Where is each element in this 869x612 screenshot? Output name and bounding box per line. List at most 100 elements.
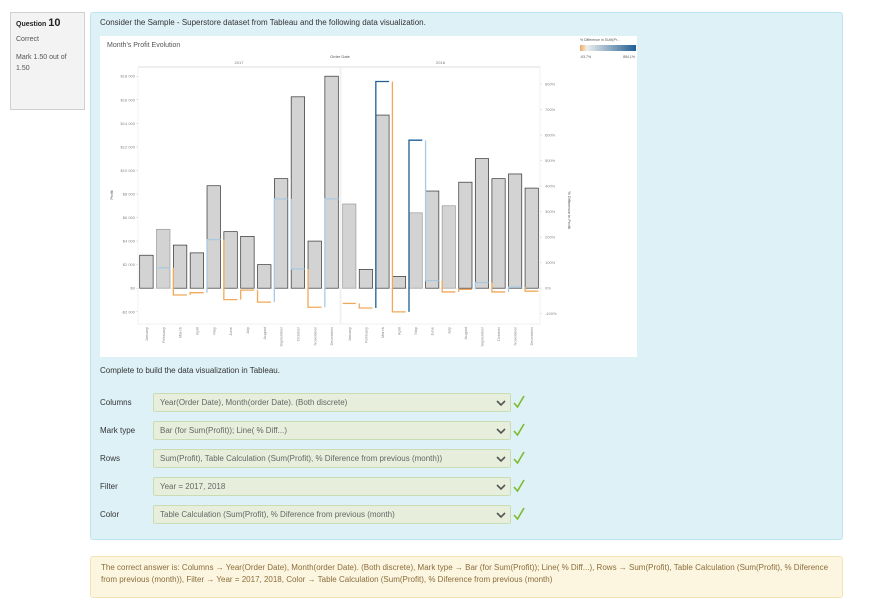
x-tick-label: February	[363, 327, 368, 343]
bar	[257, 264, 272, 289]
answer-value: Year(Order Date), Month(order Date). (Bo…	[160, 398, 348, 407]
x-tick-label: April	[194, 327, 199, 335]
bar	[240, 236, 255, 289]
x-tick-label: July	[446, 327, 451, 334]
diff-line	[474, 281, 489, 290]
chart: Month's Profit Evolution Order Date 2017 2…	[100, 36, 637, 357]
x-tick-label: June	[430, 326, 435, 335]
question-number: 10	[48, 17, 61, 29]
answer-select[interactable]: Bar (for Sum(Profit)); Line( % Diff...)	[153, 421, 511, 440]
bar	[342, 203, 357, 289]
y2-tick-label: 500%	[545, 158, 556, 163]
diff-line	[375, 80, 390, 309]
check	[513, 479, 525, 493]
y2-tick-label: 100%	[545, 260, 556, 265]
diff-line	[458, 288, 473, 292]
diff-line	[524, 287, 539, 292]
y-tick-label: $8 000	[123, 191, 136, 196]
x-tick-label: December	[329, 326, 334, 345]
legend-title: % Difference in SUM(Pr...	[580, 38, 620, 42]
year-header: 2017	[235, 60, 245, 65]
diff-line	[240, 289, 255, 300]
y-tick-label: $4 000	[123, 239, 136, 244]
y2-tick-label: 800%	[545, 82, 556, 87]
bar	[425, 190, 440, 289]
legend-max: 854.1%	[623, 55, 635, 59]
answer-select[interactable]: Year(Order Date), Month(order Date). (Bo…	[153, 393, 511, 412]
x-tick-label: February	[161, 327, 166, 343]
answer-select[interactable]: Sum(Profit), Table Calculation (Sum(Prof…	[153, 449, 511, 468]
bar	[474, 158, 489, 289]
x-tick-label: November	[312, 326, 317, 345]
y2-tick-label: 700%	[545, 107, 556, 112]
check	[513, 507, 525, 521]
check-icon	[513, 451, 525, 470]
check-icon	[513, 507, 525, 526]
y-tick-label: $12 000	[121, 144, 136, 149]
check	[513, 395, 525, 409]
diff-line	[172, 267, 187, 296]
diff-line	[223, 239, 238, 301]
diff-line	[408, 139, 423, 312]
bar	[156, 228, 171, 289]
instruction: Complete to build the data visualization…	[100, 366, 280, 375]
x-tick-label: March	[380, 327, 385, 338]
chart-title: Month's Profit Evolution	[107, 42, 180, 49]
y-tick-label: $18 000	[121, 74, 136, 79]
question-mark: Mark 1.50 out of 1.50	[16, 54, 67, 72]
bar	[358, 269, 373, 289]
x-tick-label: January	[144, 327, 149, 341]
y2-tick-label: 300%	[545, 209, 556, 214]
bar	[307, 240, 322, 289]
chevron	[496, 512, 506, 519]
answer-label: Rows	[100, 454, 121, 463]
y-tick-label: $14 000	[121, 121, 136, 126]
check-icon	[513, 395, 525, 414]
bar	[290, 96, 306, 289]
check	[513, 451, 525, 465]
diff-line	[358, 303, 373, 309]
x-tick-label: May	[413, 327, 418, 335]
legend-bar	[580, 45, 636, 51]
y-tick-label: $0	[131, 286, 136, 291]
y-tick-label: -$2 000	[121, 309, 135, 314]
y-tick-label: $2 000	[123, 262, 136, 267]
diff-line	[206, 239, 221, 293]
diff-line	[441, 280, 456, 293]
question-heading: Question 10	[16, 17, 79, 29]
bar	[408, 212, 423, 289]
bar	[206, 185, 221, 289]
x-tick-label: March	[178, 327, 183, 338]
bar	[524, 187, 539, 289]
y2-tick-label: 600%	[545, 133, 556, 138]
y2-tick-label: 0%	[545, 286, 551, 291]
bar	[458, 181, 473, 289]
prompt: Consider the Sample - Superstore dataset…	[100, 18, 426, 27]
bar	[324, 75, 339, 289]
x-tick-label: August	[463, 326, 468, 339]
chevron	[496, 484, 506, 491]
legend-min: -93.7%	[580, 55, 591, 59]
bar	[139, 254, 154, 289]
y2-tick-label: 200%	[545, 235, 556, 240]
x-tick-label: August	[262, 326, 267, 339]
answer-label: Mark type	[100, 426, 136, 435]
chevron	[496, 456, 506, 463]
diff-line	[290, 198, 305, 270]
question-info: Question 10 Correct Mark 1.50 out of 1.5…	[10, 12, 85, 110]
x-tick-label: December	[529, 326, 534, 345]
diff-line	[307, 268, 322, 308]
diff-line	[324, 198, 339, 308]
y-axis-label: Profit	[109, 189, 114, 199]
x-tick-label: June	[228, 326, 233, 335]
bar	[375, 114, 390, 289]
chevron	[496, 428, 506, 435]
answer-select[interactable]: Year = 2017, 2018	[153, 477, 511, 496]
x-tick-label: September	[279, 326, 284, 346]
answer-value: Sum(Profit), Table Calculation (Sum(Prof…	[160, 454, 443, 463]
answer-value: Bar (for Sum(Profit)); Line( % Diff...)	[160, 426, 287, 435]
bar	[172, 244, 188, 289]
heading: Question	[16, 21, 47, 28]
x-tick-label: October	[496, 326, 501, 341]
answer-select[interactable]: Table Calculation (Sum(Profit), % Difere…	[153, 505, 511, 524]
